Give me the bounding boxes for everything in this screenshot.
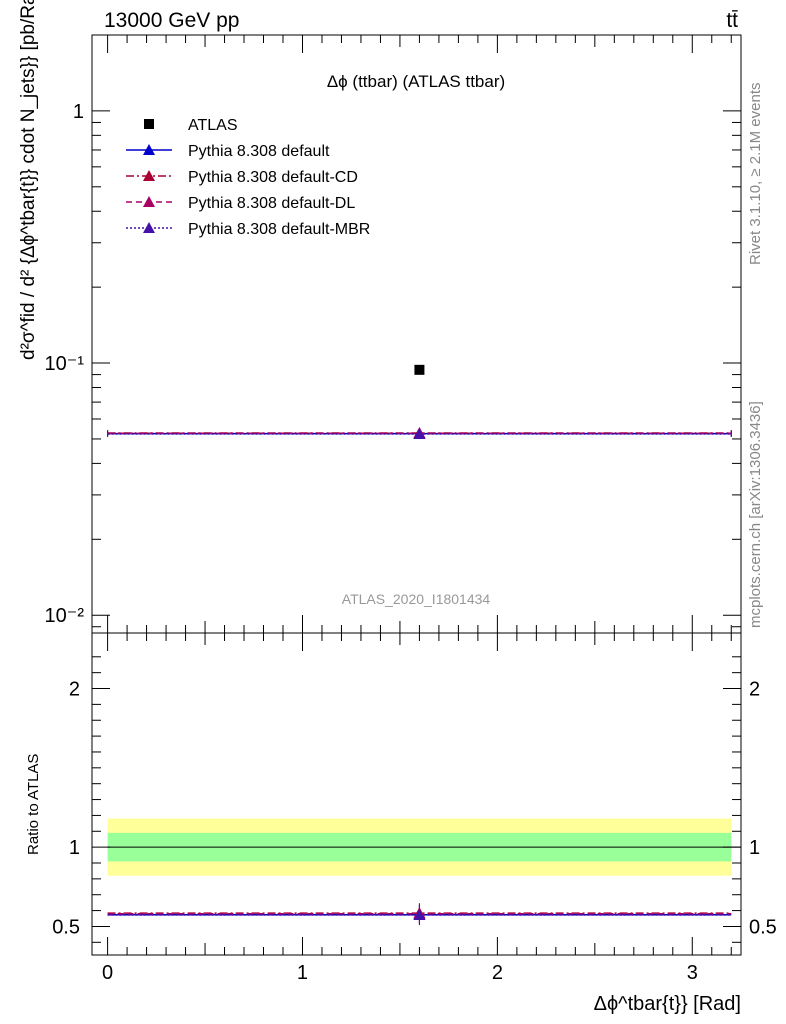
ratio-y-tick-label-left: 1: [69, 837, 80, 859]
series-marker-4: [413, 428, 426, 440]
ratio-frame: [91, 632, 742, 956]
y-axis-label: d²σ^fid / d² {Δϕ^tbar{t}} cdot N_jets}} …: [18, 0, 39, 360]
atlas-data-point: [414, 364, 425, 375]
legend-entry: Pythia 8.308 default-CD: [188, 169, 358, 186]
y-tick-label: 10⁻¹: [45, 353, 85, 375]
legend-entry: Pythia 8.308 default: [188, 143, 330, 160]
analysis-label: ATLAS_2020_I1801434: [342, 591, 491, 607]
chart-title: Δϕ (ttbar) (ATLAS ttbar): [327, 72, 505, 91]
legend-entry: ATLAS: [188, 117, 238, 134]
ratio-panel: 0.5 0.5 1 1 2 2 0 1 2 3 Ratio to ATLAS Δϕ^tbar{t}} …: [25, 632, 777, 1015]
legend-marker-2: [143, 170, 155, 181]
ratio-y-tick-label-right: 2: [749, 679, 760, 701]
x-tick-label: 1: [297, 962, 308, 984]
legend-marker-atlas: [144, 119, 154, 129]
ratio-y-tick-label-right: 0.5: [749, 916, 777, 938]
process-label: 13000 GeV pp: [104, 9, 239, 32]
mcplots-source-label: mcplots.cern.ch [arXiv:1306.3436]: [747, 401, 764, 628]
final-state-label: tt̄: [726, 9, 738, 32]
x-axis-label: Δϕ^tbar{t}} [Rad]: [594, 993, 741, 1015]
ratio-y-tick-label-left: 0.5: [52, 916, 80, 938]
x-tick-label: 0: [102, 962, 113, 984]
legend-marker-3: [143, 196, 155, 207]
main-panel: 10⁻² 10⁻¹ 1 Δϕ (ttbar) (ATLAS ttbar) ATLAS_2…: [18, 0, 742, 634]
rivet-version-label: Rivet 3.1.10, ≥ 2.1M events: [747, 83, 764, 266]
x-tick-label: 3: [687, 962, 698, 984]
y-tick-label: 1: [73, 101, 84, 123]
ratio-y-axis-label: Ratio to ATLAS: [25, 754, 42, 855]
ratio-y-tick-label-left: 2: [69, 679, 80, 701]
x-tick-label: 2: [492, 962, 503, 984]
legend-marker-1: [143, 144, 155, 155]
legend-entry: Pythia 8.308 default-DL: [188, 195, 355, 212]
legend-entry: Pythia 8.308 default-MBR: [188, 221, 370, 238]
legend-marker-4: [143, 222, 155, 233]
ratio-y-tick-label-right: 1: [749, 837, 760, 859]
y-tick-label: 10⁻²: [45, 605, 85, 627]
